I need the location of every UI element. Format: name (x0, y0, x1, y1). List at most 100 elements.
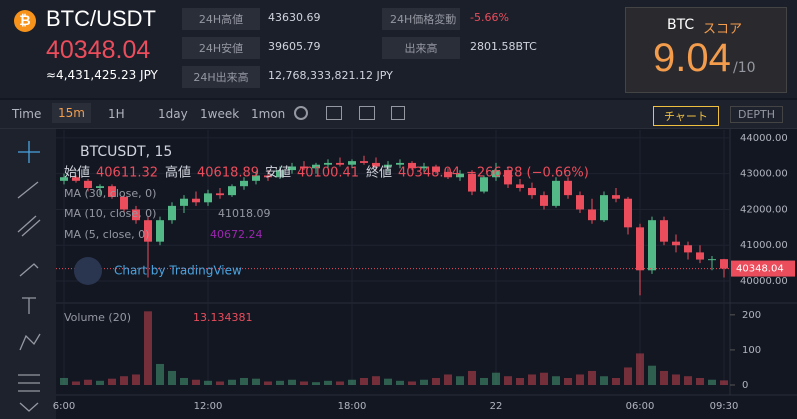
candle-body (444, 171, 452, 178)
volume-bar (672, 374, 680, 385)
ma-legend: MA (10, close, 0) (64, 207, 156, 220)
volume-bar (492, 372, 500, 385)
interval-button[interactable]: 15m (52, 103, 91, 123)
volume-bar (264, 381, 272, 385)
volume-bar (684, 376, 692, 385)
settings-icon[interactable] (294, 106, 308, 120)
chart-button[interactable]: チャート (653, 106, 719, 126)
volume-bar (96, 380, 104, 385)
candle-body (516, 184, 524, 188)
interval-button[interactable]: 1day (158, 107, 188, 121)
legend-close: 40348.04 (398, 166, 460, 181)
volume-bar (468, 370, 476, 385)
x-tick-label: 22 (490, 401, 503, 412)
candle-body (708, 259, 716, 261)
score-label: スコア (703, 22, 743, 37)
candle-body (612, 195, 620, 199)
fullscreen-icon[interactable] (359, 106, 375, 120)
legend-change: −266.28 (−0.66%) (466, 166, 589, 181)
volume-bar (696, 377, 704, 385)
candle-body (540, 195, 548, 206)
legend-open: 40611.32 (96, 166, 158, 181)
candle-body (468, 173, 476, 192)
stat-label: 24H価格変動 (382, 8, 460, 30)
jpy-price: ≈4,431,425.23 JPY (46, 68, 158, 82)
interval-button[interactable]: 1week (200, 107, 240, 121)
candle-body (552, 180, 560, 206)
candle-body (504, 170, 512, 185)
legend-open-label: 始値 (64, 165, 90, 181)
legend-low-label: 安値 (265, 165, 291, 181)
volume-value: 13.134381 (193, 311, 253, 324)
candle-body (60, 177, 68, 181)
volume-bar (444, 374, 452, 385)
candle-body (624, 198, 632, 228)
volume-bar (432, 377, 440, 385)
symbol: BTCUSDT, 15 (80, 144, 172, 160)
y2-tick-label: 100 (742, 345, 761, 356)
candle-body (456, 173, 464, 178)
volume-bar (288, 379, 296, 385)
candle-body (324, 162, 332, 165)
candle-body (396, 162, 404, 165)
candle-body (300, 166, 308, 169)
pair: BTC/USDT (46, 6, 156, 31)
volume-bar (576, 374, 584, 385)
candle-body (132, 209, 140, 221)
stat-value: 43630.69 (268, 11, 321, 24)
watermark[interactable]: Chart by TradingView (114, 264, 242, 278)
candle-body (360, 161, 368, 163)
candle-body (240, 180, 248, 187)
volume-bar (108, 378, 116, 385)
candle-body (420, 166, 428, 169)
volume-bar (228, 379, 236, 385)
candle-body (720, 259, 728, 269)
volume-bar (348, 379, 356, 385)
y2-tick-label: 0 (742, 380, 748, 391)
candle-body (228, 186, 236, 196)
volume-bar (612, 377, 620, 385)
volume-bar (408, 381, 416, 385)
candle-body (696, 252, 704, 260)
volume-bar (252, 378, 260, 385)
candle-body (204, 193, 212, 203)
y-tick-label: 44000.00 (740, 133, 788, 144)
volume-bar (588, 370, 596, 385)
stat-value: 39605.79 (268, 40, 321, 53)
depth-button[interactable]: DEPTH (730, 106, 784, 123)
volume-bar (276, 380, 284, 385)
volume-bar (336, 381, 344, 385)
stat-label: 出来高 (382, 37, 460, 59)
volume-bar (564, 377, 572, 385)
volume-bar (600, 376, 608, 385)
volume-bar (480, 377, 488, 385)
candle-body (252, 175, 260, 181)
score-box (625, 7, 787, 93)
candle-body (84, 180, 92, 188)
indicator-icon[interactable] (326, 106, 342, 120)
y-tick-label: 42000.00 (740, 204, 788, 215)
tradingview-logo (74, 257, 102, 285)
candle-body (264, 175, 272, 178)
candle-body (108, 186, 116, 197)
ma-value: 41018.09 (218, 207, 271, 220)
volume-bar (324, 380, 332, 385)
interval-button[interactable]: 1mon (251, 107, 286, 121)
volume-bar (204, 380, 212, 385)
volume-bar (720, 380, 728, 385)
volume-bar (360, 377, 368, 385)
volume-bar (648, 365, 656, 385)
volume-bar (60, 377, 68, 385)
candle-body (636, 227, 644, 271)
y-tick-label: 40000.00 (740, 276, 788, 287)
btc-icon: ₿ (14, 10, 36, 32)
volume-bar (552, 376, 560, 385)
candle-body (372, 162, 380, 167)
save-icon[interactable] (391, 106, 405, 120)
score-max: /10 (733, 60, 756, 76)
candle-body (192, 198, 200, 203)
toolbar (0, 100, 797, 129)
interval-button[interactable]: 1H (108, 107, 125, 121)
last-price-label: 40348.04 (736, 264, 784, 275)
